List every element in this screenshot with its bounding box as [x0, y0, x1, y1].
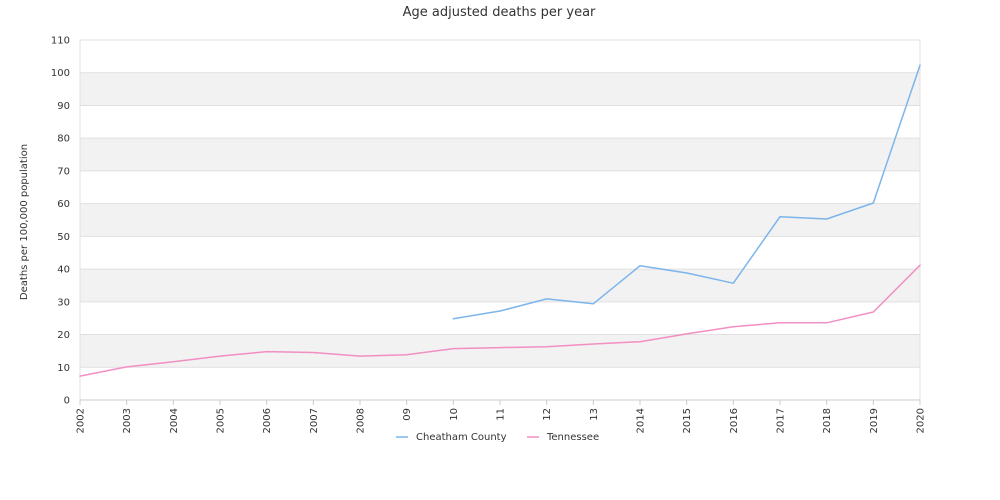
x-tick-label: 2006: [262, 408, 273, 433]
y-tick-label: 70: [57, 166, 70, 177]
x-tick-label: 09: [402, 408, 413, 421]
series-line-tennessee[interactable]: [79, 264, 921, 377]
x-tick-label: 2002: [76, 408, 87, 433]
chart-title: Age adjusted deaths per year: [403, 5, 596, 20]
y-axis-ticks: 0 10 20 30 40 50 60 70 80 90 100 110: [51, 36, 70, 407]
x-tick-label: 11: [496, 408, 507, 421]
y-tick-label: 100: [51, 68, 70, 79]
y-tick-label: 90: [57, 101, 70, 112]
grid-band: [80, 72, 920, 106]
legend: Cheatham County Tennessee: [396, 432, 599, 443]
x-tick-label: 2008: [356, 408, 367, 433]
x-tick-label: 2018: [822, 408, 833, 433]
y-tick-label: 10: [57, 363, 70, 374]
legend-label-cheatham-county: Cheatham County: [416, 432, 507, 443]
gridlines: [79, 39, 921, 401]
legend-label-tennessee: Tennessee: [546, 432, 599, 443]
legend-item-tennessee[interactable]: Tennessee: [527, 432, 599, 443]
x-axis-ticks: 2002 2003 2004 2005 2006 2007 2008 09 10 11 12 13 20…: [76, 400, 927, 433]
y-tick-label: 80: [57, 134, 70, 145]
x-tick-label: 2017: [776, 408, 787, 433]
y-tick-label: 60: [57, 199, 70, 210]
x-tick-label: 2014: [636, 408, 647, 433]
y-tick-label: 20: [57, 330, 70, 341]
grid-bands: [80, 72, 920, 368]
y-tick-label: 30: [57, 297, 70, 308]
x-tick-label: 12: [542, 408, 553, 421]
grid-band: [80, 203, 920, 237]
y-tick-label: 0: [64, 396, 70, 407]
x-tick-label: 2016: [729, 408, 740, 433]
y-tick-label: 40: [57, 265, 70, 276]
grid-band: [80, 138, 920, 171]
x-tick-label: 2004: [169, 408, 180, 433]
x-tick-label: 2019: [869, 408, 880, 433]
legend-item-cheatham-county[interactable]: Cheatham County: [396, 432, 507, 443]
x-tick-label: 2020: [916, 408, 927, 433]
y-tick-label: 110: [51, 36, 70, 47]
x-tick-label: 10: [449, 408, 460, 421]
grid-band: [80, 269, 920, 302]
x-tick-label: 2005: [216, 408, 227, 433]
x-tick-label: 2015: [682, 408, 693, 433]
x-tick-label: 2007: [309, 408, 320, 433]
y-tick-label: 50: [57, 232, 70, 243]
series-line-cheatham-county[interactable]: [452, 64, 921, 320]
grid-band: [80, 334, 920, 368]
x-tick-label: 2003: [122, 408, 133, 433]
x-tick-label: 13: [589, 408, 600, 421]
series-lines: [79, 64, 921, 377]
y-axis-label: Deaths per 100,000 population: [19, 144, 30, 300]
